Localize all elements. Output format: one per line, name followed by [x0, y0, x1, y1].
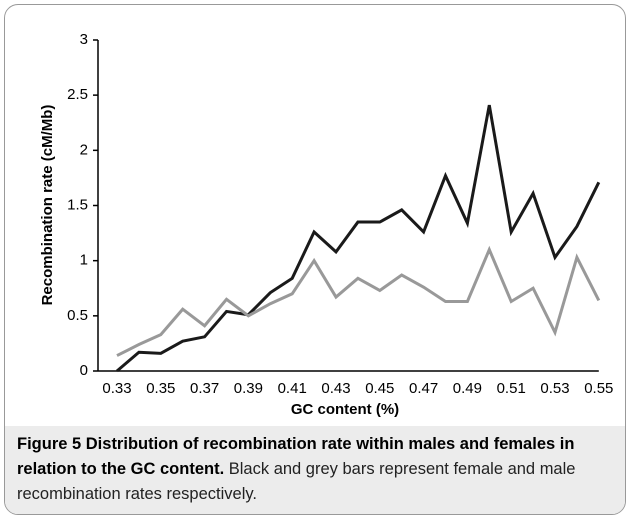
chart: GC content (%) Recombination rate (cM/Mb…	[39, 31, 613, 418]
x-tick-label: 0.53	[540, 380, 569, 397]
y-axis-label: Recombination rate (cM/Mb)	[39, 105, 56, 306]
x-tick-label: 0.49	[453, 380, 482, 397]
y-tick-label: 1	[80, 252, 88, 269]
caption-text: Black and grey bars represent female and…	[17, 460, 576, 503]
x-tick-label: 0.43	[321, 380, 350, 397]
y-tick-label: 0	[80, 362, 88, 379]
y-tick-label: 1.5	[67, 196, 88, 213]
x-tick-label: 0.37	[190, 380, 219, 397]
x-tick-label: 0.47	[409, 380, 438, 397]
x-tick-label: 0.55	[584, 380, 613, 397]
figure-box: GC content (%) Recombination rate (cM/Mb…	[4, 4, 626, 515]
y-tick-label: 0.5	[67, 307, 88, 324]
x-tick-label: 0.39	[234, 380, 263, 397]
x-tick-label: 0.41	[278, 380, 307, 397]
x-tick-label: 0.45	[365, 380, 394, 397]
x-tick-label: 0.51	[497, 380, 526, 397]
x-tick-label: 0.33	[102, 380, 131, 397]
x-tick-label: 0.35	[146, 380, 175, 397]
caption: Figure 5 Distribution of recombination r…	[5, 426, 625, 514]
caption-title: Figure 5 Distribution of recombination r…	[17, 435, 575, 478]
x-axis-label: GC content (%)	[291, 401, 399, 418]
y-tick-label: 2.5	[67, 86, 88, 103]
y-tick-label: 3	[80, 31, 88, 48]
line-series	[116, 104, 601, 373]
line-series	[116, 245, 601, 357]
y-tick-label: 2	[80, 141, 88, 158]
